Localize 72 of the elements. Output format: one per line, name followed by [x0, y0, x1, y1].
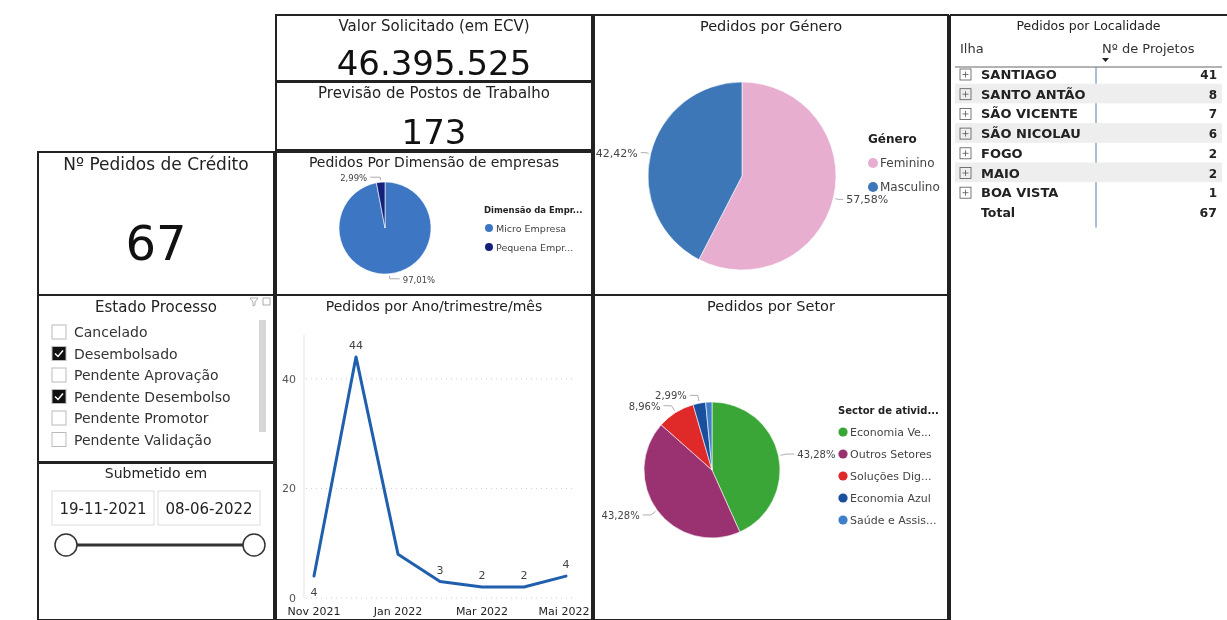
chart-title: Pedidos por Género — [699, 18, 843, 34]
legend-label: Outros Setores — [850, 448, 933, 461]
category-label: Pendente Aprovação — [74, 367, 219, 383]
legend-label: Micro Empresa — [496, 223, 567, 234]
legend-label: Economia Azul — [850, 492, 931, 505]
text: Estado Processo — [95, 298, 217, 316]
data-label: 4 — [310, 586, 318, 600]
data-label: 2 — [1208, 146, 1217, 161]
category-label: SÃO NICOLAU — [981, 126, 1081, 142]
text: 08-06-2022 — [165, 500, 253, 518]
legend-label: Masculino — [880, 180, 940, 194]
x-tick-label: Mar 2022 — [455, 605, 509, 618]
legend-label: Economia Ve... — [850, 426, 932, 439]
legend-label: Feminino — [880, 156, 935, 170]
legend-title: Género — [868, 132, 917, 146]
data-label: 97,01% — [402, 274, 436, 285]
category-label: SANTIAGO — [981, 67, 1057, 82]
category-label: Cancelado — [74, 324, 148, 340]
chart-title: Pedidos Por Dimensão de empresas — [308, 154, 560, 170]
text: Nº de Projetos — [1102, 41, 1195, 56]
text: Ilha — [960, 41, 984, 56]
data-label: 6 — [1208, 127, 1217, 142]
category-label: BOA VISTA — [981, 185, 1059, 201]
data-label: 2 — [1208, 166, 1217, 181]
x-tick-label: Jan 2022 — [372, 605, 423, 618]
text: Valor Solicitado (em ECV) — [338, 17, 530, 35]
text: Pedidos por Localidade — [1016, 18, 1161, 33]
text: Previsão de Postos de Trabalho — [318, 84, 550, 102]
y-tick-label: 0 — [289, 592, 296, 605]
data-label: 44 — [349, 338, 363, 352]
text: 67 — [1199, 204, 1217, 220]
data-label: 57,58% — [846, 193, 889, 207]
data-label: 3 — [436, 563, 444, 577]
data-label: 43,28% — [601, 509, 640, 521]
y-tick-label: 40 — [282, 372, 296, 386]
legend-title: Dimensão da Empr... — [484, 205, 583, 215]
category-label: Pendente Validação — [74, 431, 212, 448]
data-label: 41 — [1200, 68, 1217, 82]
data-label: 2,99% — [655, 390, 687, 402]
data-label: 2,99% — [340, 173, 368, 184]
text: Nº Pedidos de Crédito — [63, 154, 249, 174]
data-label: 4 — [562, 558, 570, 572]
text: 19-11-2021 — [59, 500, 147, 518]
data-label: 43,28% — [797, 449, 836, 461]
legend-title: Sector de ativid... — [838, 405, 939, 416]
chart-title: Pedidos por Ano/trimestre/mês — [325, 298, 543, 314]
text: Total — [981, 204, 1016, 220]
data-label: 1 — [1208, 186, 1217, 201]
text: 67 — [125, 215, 187, 271]
data-label: 42,42% — [595, 146, 638, 160]
data-label: 8,96% — [628, 400, 661, 412]
legend-label: Saúde e Assis... — [850, 514, 937, 527]
data-label: 2 — [478, 569, 486, 583]
category-label: Pendente Desembolso — [74, 388, 231, 405]
data-label: 7 — [1208, 107, 1217, 122]
legend-label: Pequena Empr... — [496, 242, 574, 253]
text: 173 — [401, 112, 467, 152]
y-tick-label: 20 — [282, 482, 296, 496]
x-tick-label: Mai 2022 — [538, 605, 590, 618]
category-label: SANTO ANTÃO — [981, 86, 1086, 102]
text: Submetido em — [104, 465, 208, 481]
category-label: SÃO VICENTE — [981, 106, 1078, 122]
category-label: Pendente Promotor — [74, 410, 209, 426]
category-label: Desembolsado — [74, 345, 178, 362]
x-tick-label: Nov 2021 — [287, 605, 341, 618]
data-label: 2 — [520, 569, 528, 583]
legend-label: Soluções Dig... — [850, 470, 932, 483]
text: 46.395.525 — [336, 43, 532, 83]
chart-title: Pedidos por Setor — [707, 298, 835, 314]
category-label: FOGO — [981, 145, 1023, 161]
category-label: MAIO — [981, 165, 1020, 181]
data-label: 8 — [1208, 87, 1217, 102]
